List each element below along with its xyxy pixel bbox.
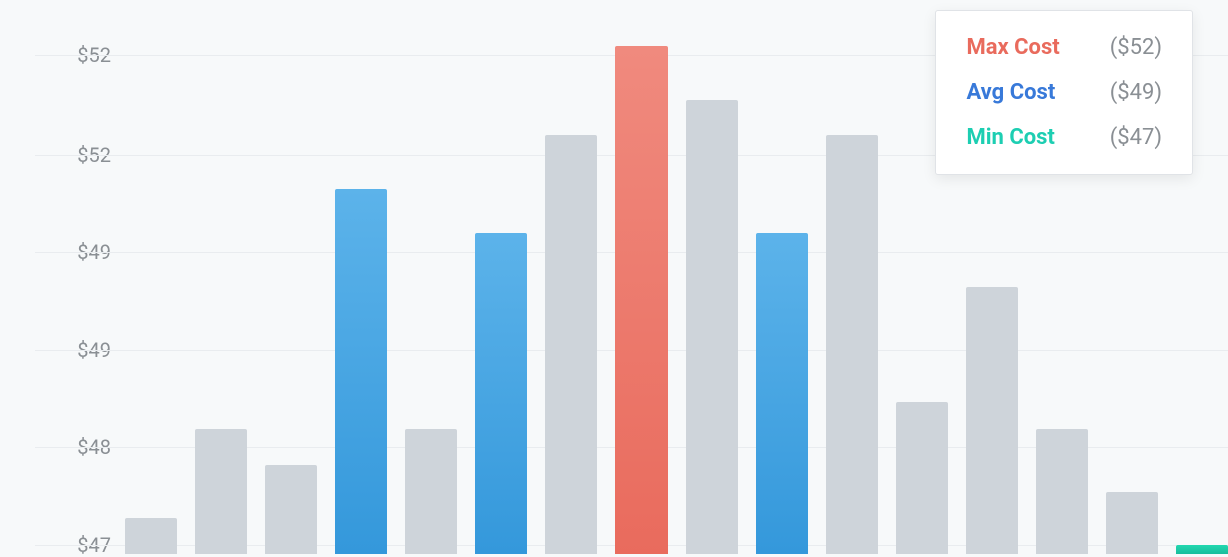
legend-value: ($47) bbox=[1110, 125, 1162, 150]
legend-row: Max Cost ($52) bbox=[966, 35, 1162, 60]
bar-teal[interactable] bbox=[1176, 545, 1228, 554]
legend-label: Max Cost bbox=[966, 35, 1059, 60]
bar-gray[interactable] bbox=[265, 465, 317, 554]
bar-gray[interactable] bbox=[826, 135, 878, 554]
bar-gray[interactable] bbox=[195, 429, 247, 554]
bar-gray[interactable] bbox=[896, 402, 948, 554]
bar-gray[interactable] bbox=[966, 287, 1018, 554]
legend-row: Avg Cost ($49) bbox=[966, 80, 1162, 105]
bar-gray[interactable] bbox=[405, 429, 457, 554]
bar-gray[interactable] bbox=[1106, 492, 1158, 554]
legend-value: ($52) bbox=[1110, 35, 1162, 60]
legend-value: ($49) bbox=[1110, 80, 1162, 105]
bar-gray[interactable] bbox=[545, 135, 597, 554]
bar-gray[interactable] bbox=[1036, 429, 1088, 554]
legend-row: Min Cost ($47) bbox=[966, 125, 1162, 150]
bar-gray[interactable] bbox=[686, 100, 738, 554]
legend-card: Max Cost ($52) Avg Cost ($49) Min Cost ($47) bbox=[935, 10, 1193, 175]
bar-blue[interactable] bbox=[756, 233, 808, 554]
bar-blue[interactable] bbox=[335, 189, 387, 554]
bar-gray[interactable] bbox=[125, 518, 177, 554]
bar-blue[interactable] bbox=[475, 233, 527, 554]
y-axis: $52$52$49$49$48$47 bbox=[35, 0, 125, 554]
cost-bar-chart: $52$52$49$49$48$47 Max Cost ($52) Avg Cost… bbox=[0, 0, 1228, 554]
legend-label: Avg Cost bbox=[966, 80, 1055, 105]
bar-red[interactable] bbox=[615, 46, 667, 554]
legend-label: Min Cost bbox=[966, 125, 1054, 150]
